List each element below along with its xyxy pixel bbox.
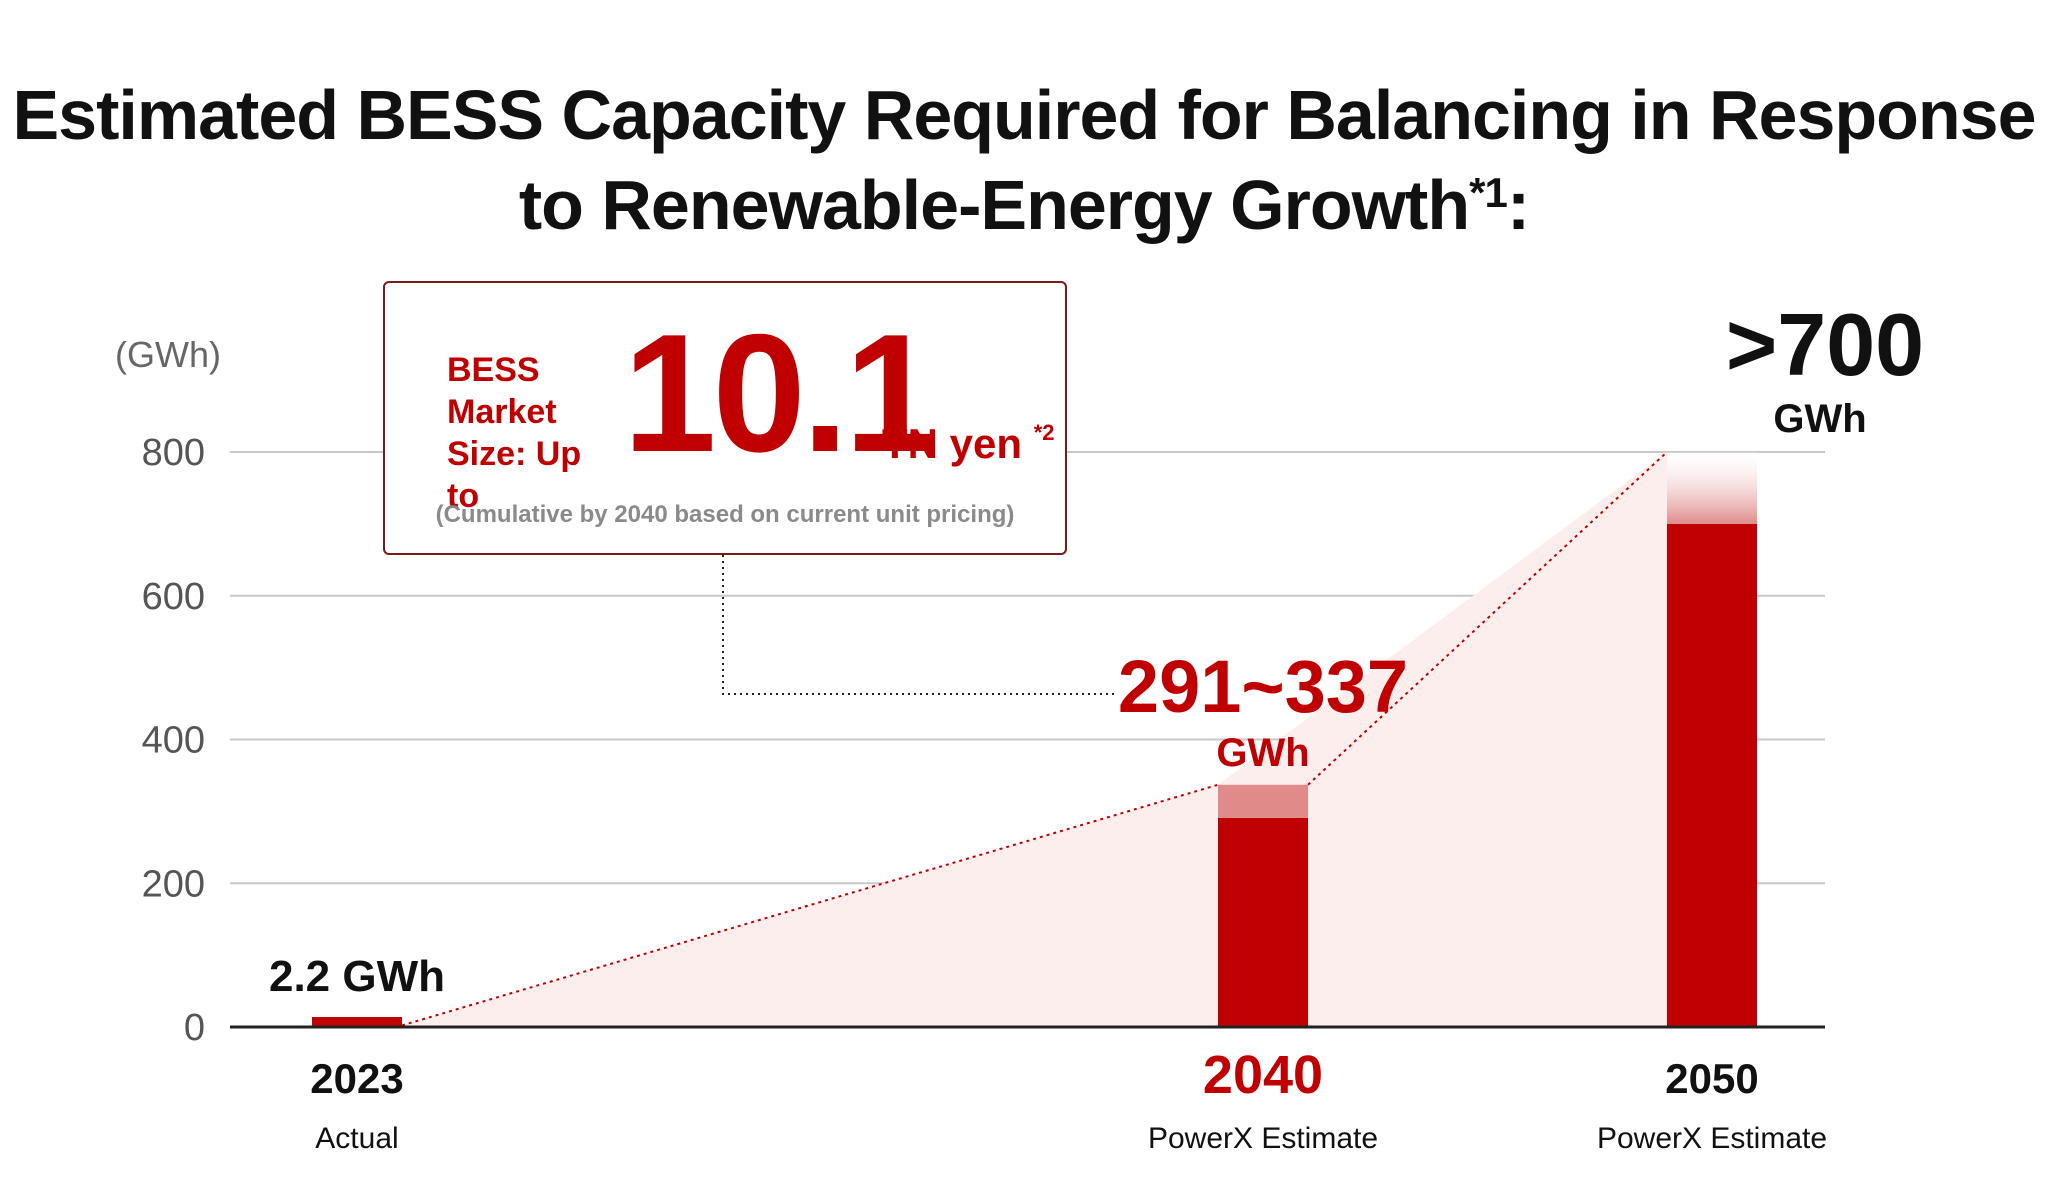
data-label-2023: 2.2 GWh (269, 952, 445, 1001)
x-category-2023: 2023 (310, 1055, 403, 1102)
x-category-2040: 2040 (1203, 1045, 1323, 1105)
bar-2050 (1667, 523, 1757, 1027)
callout-label: BESS Market Size: Up to (447, 351, 582, 515)
bar-range-2040 (1218, 784, 1308, 818)
y-tick-label-200: 200 (142, 863, 205, 905)
callout-connector (722, 555, 1115, 695)
x-category-2050: 2050 (1665, 1055, 1758, 1102)
data-label-2040-unit: GWh (1216, 731, 1309, 775)
x-sublabel-2023: Actual (315, 1122, 398, 1155)
bar-2040 (1218, 817, 1308, 1027)
data-label-2050-unit: GWh (1773, 397, 1866, 441)
y-tick-label-600: 600 (142, 576, 205, 618)
callout-unit: TN yen *2 (882, 419, 1055, 469)
data-label-2040: 291~337 (1118, 645, 1408, 728)
title-footnote: *1 (1469, 169, 1508, 216)
x-sublabel-2040: PowerX Estimate (1148, 1122, 1378, 1155)
title-text: Estimated BESS Capacity Required for Bal… (12, 76, 2036, 244)
callout-unit-text: TN yen (882, 420, 1023, 467)
market-size-callout: BESS Market Size: Up to 10.1 TN yen *2 (… (383, 281, 1067, 555)
y-tick-label-400: 400 (142, 720, 205, 762)
trend-line-2023-2040 (401, 783, 1219, 1027)
y-tick-label-0: 0 (184, 1007, 205, 1049)
callout-note: (Cumulative by 2040 based on current uni… (435, 501, 1015, 528)
trend-line-2040-2050 (1307, 451, 1668, 786)
bar-2023 (312, 1017, 402, 1027)
bar-range-2050 (1667, 452, 1757, 524)
data-label-2050: >700 (1726, 295, 1924, 394)
y-tick-label-800: 800 (142, 432, 205, 474)
callout-value: 10.1 (623, 299, 938, 487)
chart-title: Estimated BESS Capacity Required for Bal… (0, 70, 2048, 250)
growth-area (402, 452, 1667, 1027)
title-suffix: : (1506, 166, 1530, 244)
x-sublabel-2050: PowerX Estimate (1597, 1122, 1827, 1155)
y-axis-label: (GWh) (115, 334, 221, 375)
callout-footnote: *2 (1033, 420, 1055, 445)
